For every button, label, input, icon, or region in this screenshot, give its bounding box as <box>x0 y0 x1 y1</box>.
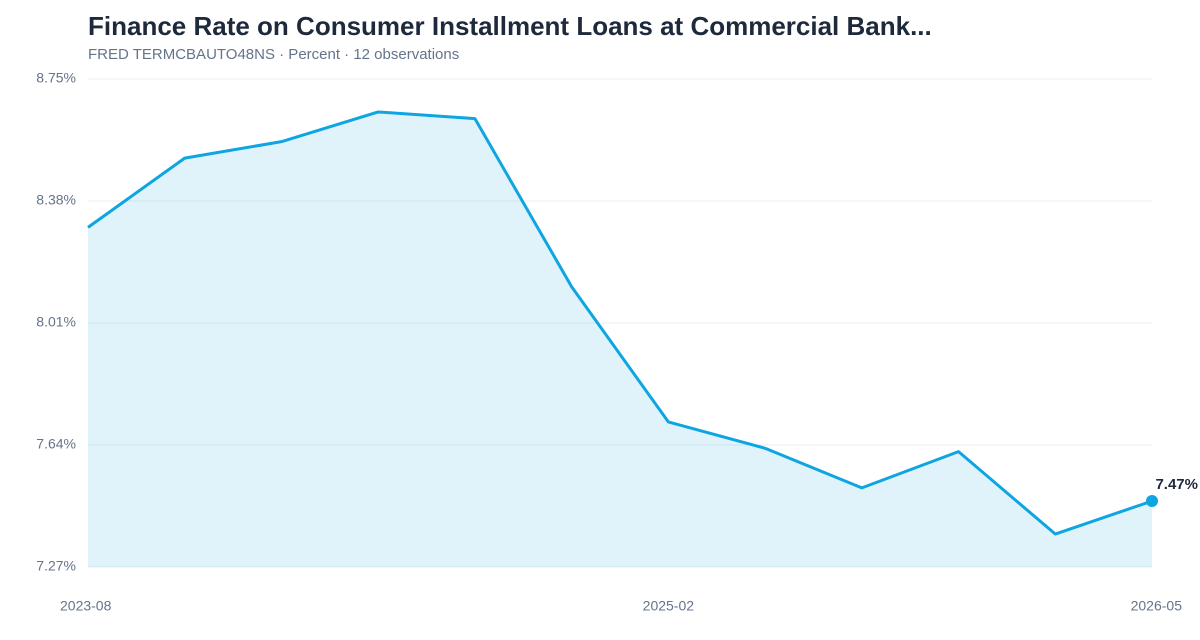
x-tick-label: 2025-02 <box>643 598 695 614</box>
y-tick-label: 8.38% <box>36 192 76 208</box>
y-tick-label: 8.01% <box>36 314 76 330</box>
chart-subtitle: FRED TERMCBAUTO48NS · Percent · 12 obser… <box>88 46 459 63</box>
x-tick-label: 2023-08 <box>60 598 112 614</box>
point <box>1146 495 1158 508</box>
value-label: 7.47% <box>1155 476 1198 493</box>
y-tick-label: 7.64% <box>36 436 76 452</box>
area-fill <box>88 111 1152 568</box>
chart-title: Finance Rate on Consumer Installment Loa… <box>88 11 932 41</box>
line <box>87 110 1153 536</box>
y-tick-label: 8.75% <box>36 70 76 86</box>
y-tick-label: 7.27% <box>36 558 76 574</box>
x-tick-label: 2026-05 <box>1131 598 1183 614</box>
